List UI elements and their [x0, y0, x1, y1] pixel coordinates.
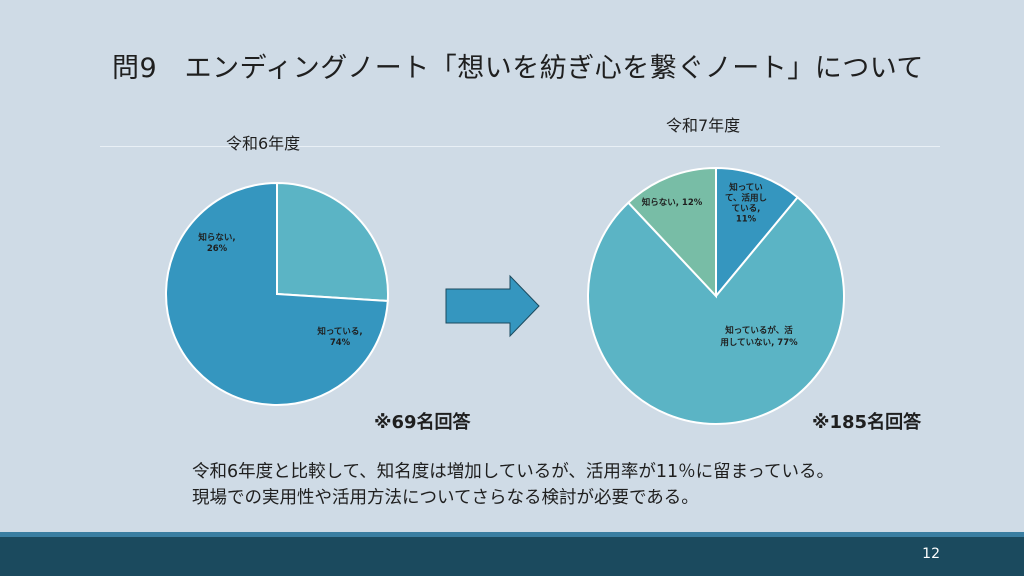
pie-1-slice-2	[626, 166, 717, 299]
pie-1-slice-1-label: 知っているが、活用していない, 77%	[719, 325, 798, 348]
conclusion-line-2: 現場での実用性や活用方法についてさらなる検討が必要である。	[192, 488, 699, 508]
left-pie-chart-title: 令和6年度	[226, 134, 301, 153]
pie-0-slice-1-label-line-0: 知っている,	[317, 326, 362, 337]
pie-1-slice-0-label-line-1: て、活用し	[725, 193, 767, 204]
pie-1-slice-2-label-line-0: 知らない, 12%	[642, 197, 703, 208]
pie-0-slice-0-label: 知らない, 26%	[198, 232, 235, 254]
pie-1-slice-0-label-line-2: ている,	[732, 204, 761, 214]
pie-1-slice-0-label-line-0: 知ってい	[729, 182, 763, 193]
left-respondents-note: ※69名回答	[374, 412, 471, 433]
pie-0-slice-1-label: 知っている, 74%	[317, 326, 362, 348]
pie-1-slice-1	[587, 195, 845, 425]
pie-0-slice-1	[165, 181, 389, 406]
footer-accent-bar	[0, 532, 1024, 537]
right-pie-chart: 知っていて、活用している, 11% 知っているが、活用していない, 77% 知らない,…	[587, 166, 845, 425]
right-respondents-note: ※185名回答	[812, 412, 922, 433]
conclusion-line-1: 令和6年度と比較して、知名度は増加しているが、活用率が11％に留まっている。	[192, 462, 835, 482]
page-number: 12	[922, 546, 940, 562]
pie-0-slice-0-label-line-0: 知らない,	[198, 232, 235, 243]
pie-0-slice-1-label-line-1: 74%	[330, 338, 351, 348]
pie-1-slice-1-label-line-0: 知っているが、活	[725, 325, 793, 336]
pie-0-slice-0	[276, 181, 389, 303]
left-pie-chart: 知らない, 26% 知っている, 74%	[165, 181, 389, 406]
pie-1-slice-0-label-line-3: 11%	[736, 215, 757, 225]
pie-1-slice-2-label: 知らない, 12%	[642, 197, 703, 208]
pie-1-slice-0-label: 知っていて、活用している, 11%	[725, 182, 767, 225]
footer-bar	[0, 537, 1024, 576]
slide-title: 問9 エンディングノート「想いを紡ぎ心を繋ぐノート」について	[112, 53, 924, 84]
pie-1-slice-0	[715, 166, 799, 299]
pie-0-slice-0-label-line-1: 26%	[207, 244, 228, 254]
right-pie-chart-title: 令和7年度	[666, 116, 741, 135]
pie-1-slice-1-label-line-1: 用していない, 77%	[719, 338, 798, 348]
right-arrow-icon	[445, 274, 540, 338]
title-divider	[100, 146, 940, 147]
